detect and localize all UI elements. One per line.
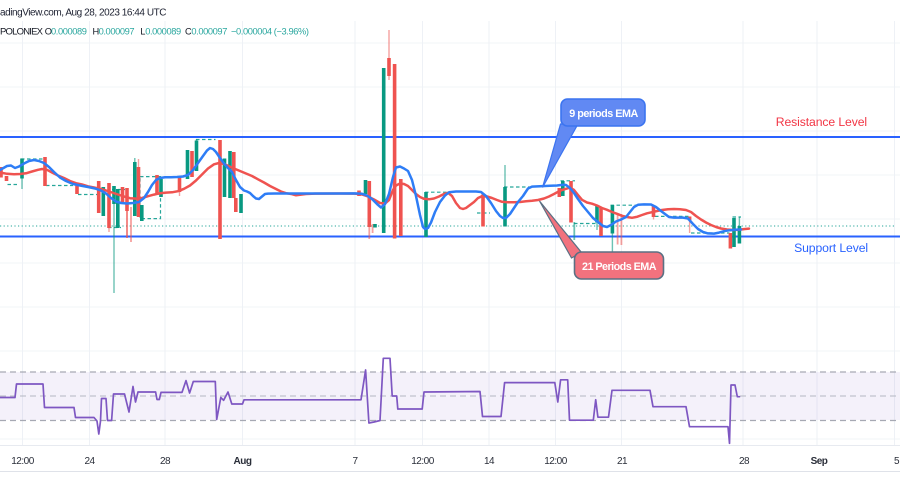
svg-text:Aug: Aug	[234, 456, 252, 467]
svg-text:adingView.com, Aug 28, 2023 16: adingView.com, Aug 28, 2023 16:44 UTC	[0, 7, 166, 18]
svg-text:12:00: 12:00	[544, 456, 567, 467]
svg-text:9 periods EMA: 9 periods EMA	[569, 108, 638, 120]
svg-text:7: 7	[352, 456, 358, 467]
svg-text:21: 21	[617, 456, 628, 467]
svg-text:12:00: 12:00	[11, 456, 34, 467]
svg-text:14: 14	[484, 456, 495, 467]
svg-text:Resistance Level: Resistance Level	[776, 115, 867, 129]
svg-text:12:00: 12:00	[411, 456, 434, 467]
svg-text:24: 24	[84, 456, 95, 467]
svg-text:5: 5	[894, 456, 900, 467]
svg-text:21 Periods EMA: 21 Periods EMA	[582, 261, 657, 273]
svg-text:28: 28	[739, 456, 750, 467]
svg-text:28: 28	[160, 456, 171, 467]
svg-text:Support Level: Support Level	[794, 241, 868, 255]
svg-text:Sep: Sep	[811, 456, 828, 467]
